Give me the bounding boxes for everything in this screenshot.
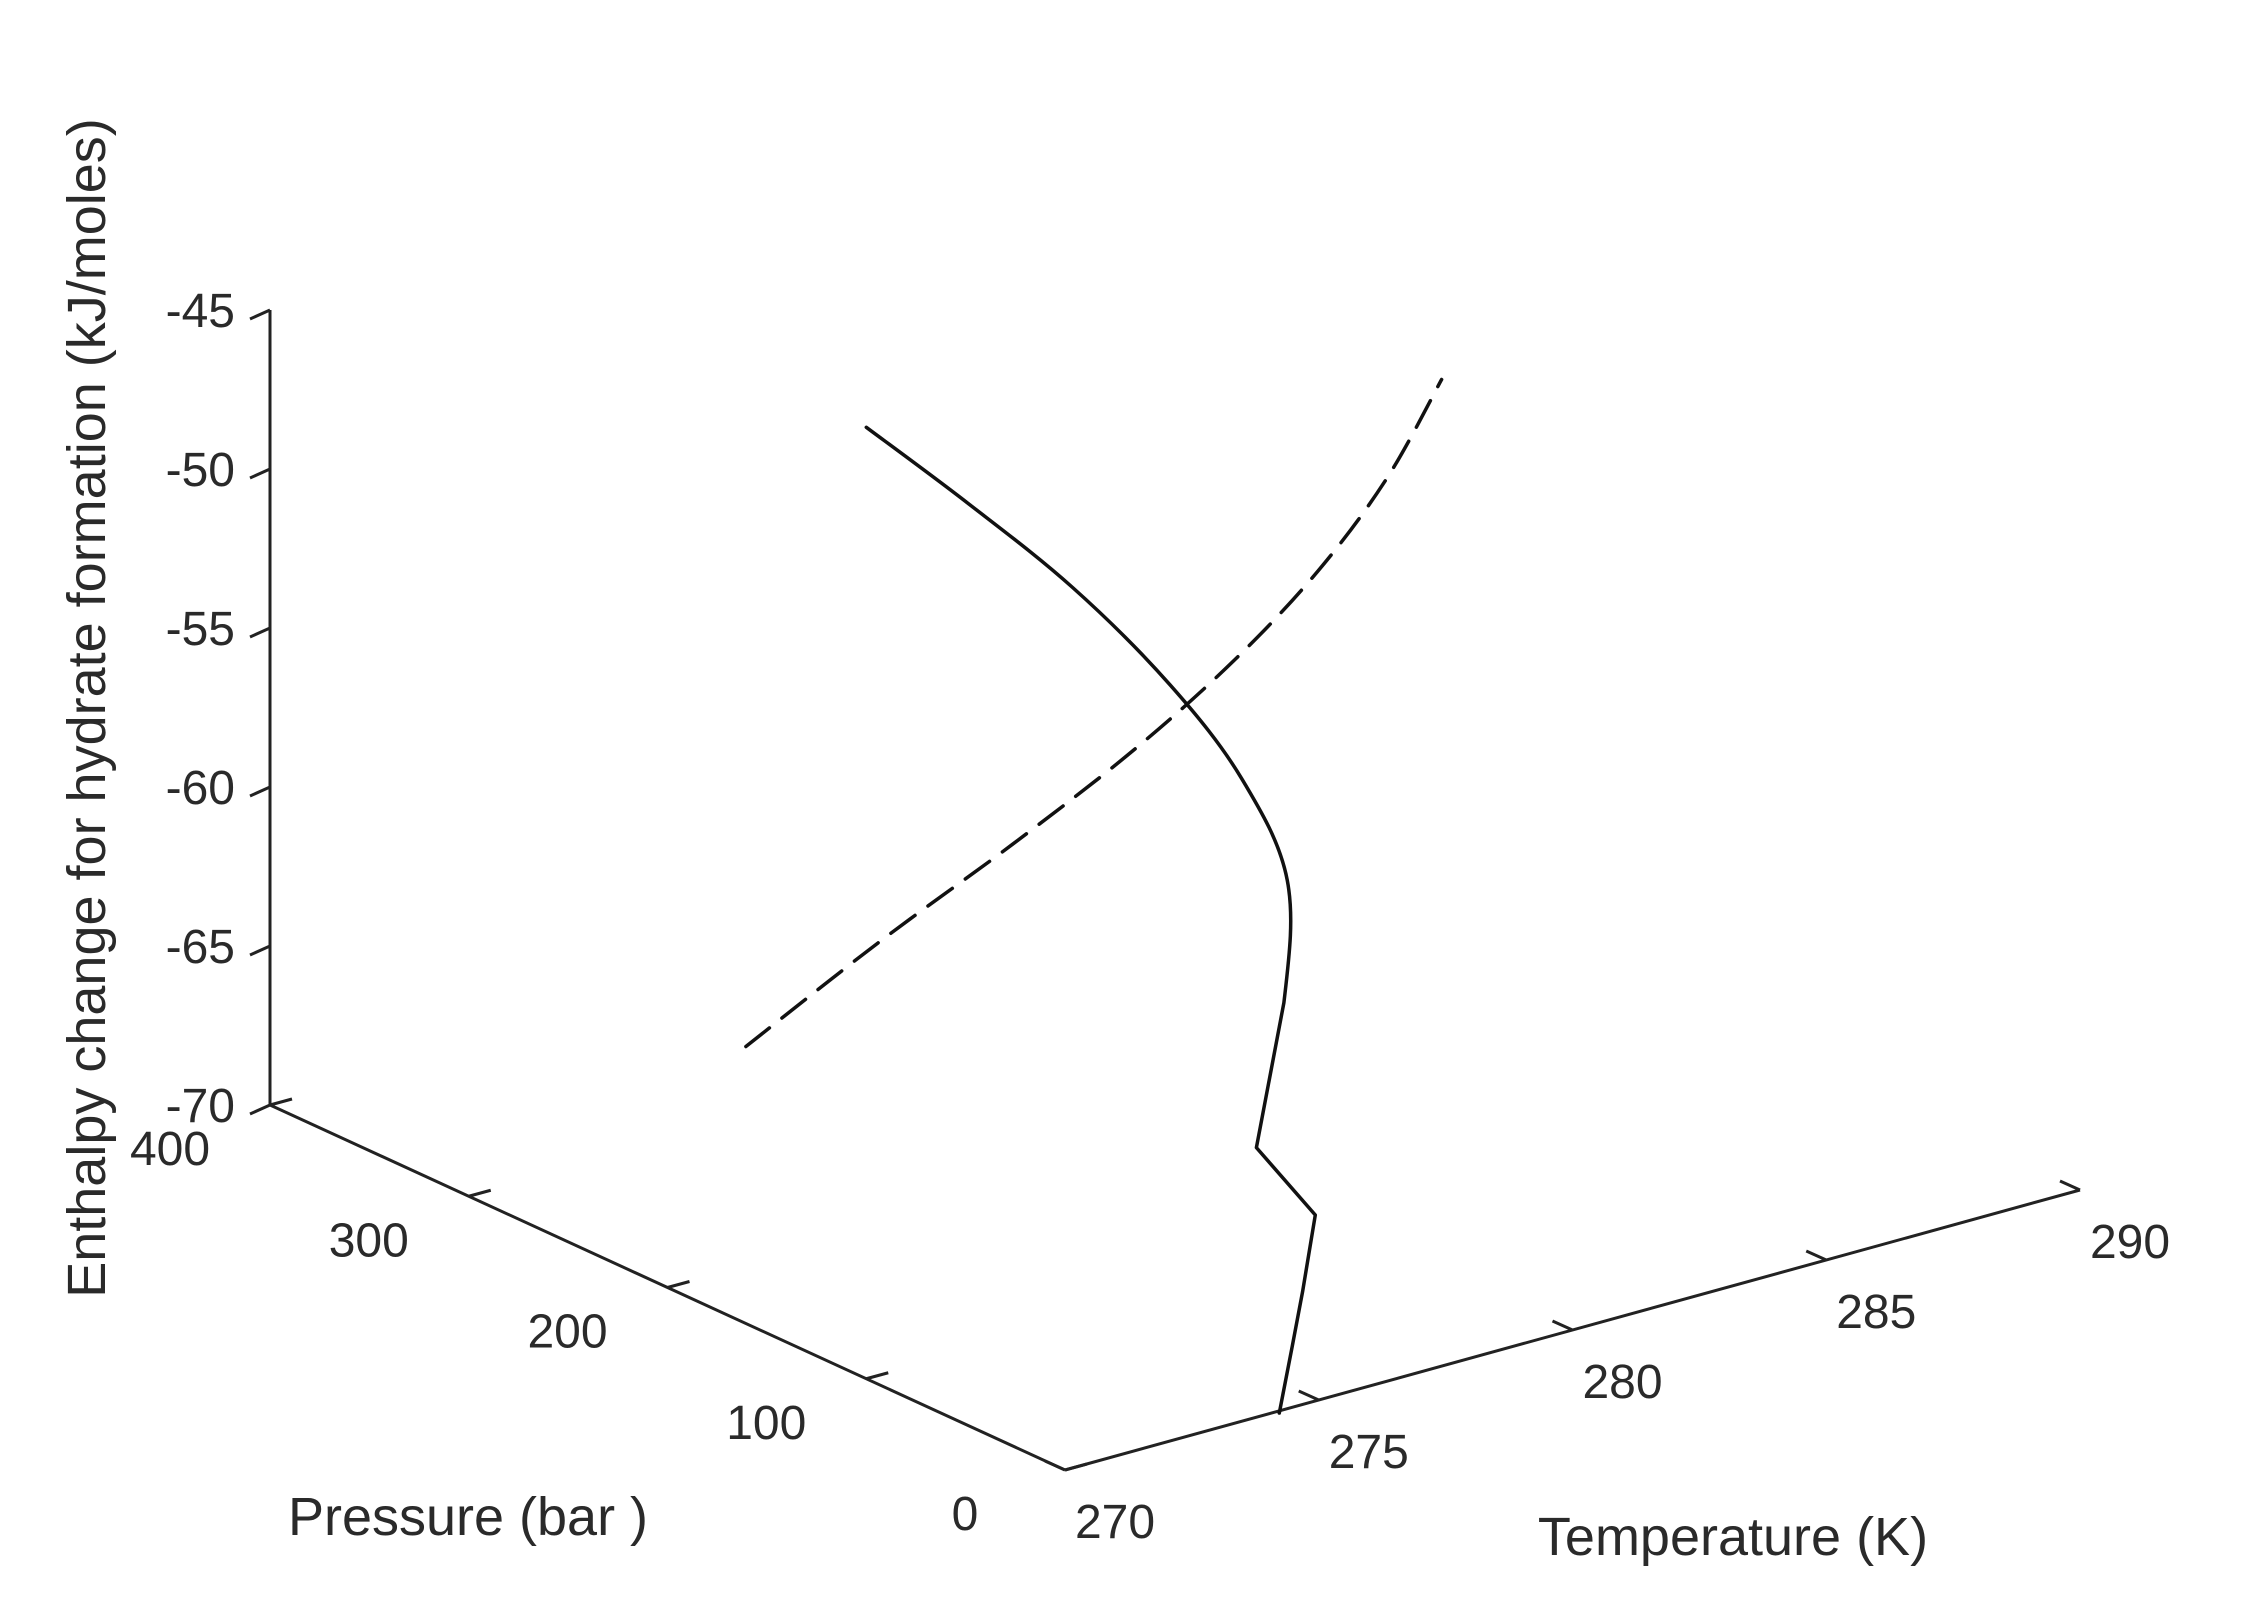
z-tick-mark [249,785,271,798]
x-tick-label: 270 [1075,1496,1155,1549]
ticks: 270 275 280 285 290 0 100 200 300 400-70 -65 -60 -55… [130,285,2170,1549]
y-tick-mark [865,1371,889,1381]
y-tick-label: 200 [527,1306,607,1359]
dashed-series-line [744,377,1444,1049]
z-tick-label: -65 [166,921,235,974]
y-tick-label: 100 [726,1397,806,1450]
x-tick-mark [1805,1249,1827,1262]
z-tick-mark [249,308,271,321]
z-tick-mark [249,944,271,957]
z-tick-label: -45 [166,285,235,338]
y-tick-mark [269,1097,293,1107]
z-tick-mark [249,626,271,639]
y-tick-label: 0 [952,1488,979,1541]
x-axis-title: Temperature (K) [1538,1507,1928,1567]
y-tick-label: 400 [130,1123,210,1176]
z-tick-mark [249,1103,271,1116]
z-tick-label: -70 [166,1080,235,1133]
x-tick-mark [1551,1319,1574,1332]
z-axis-title: Enthalpy change for hydrate formation (k… [57,118,117,1298]
z-tick-mark [249,467,271,480]
x-tick-mark [2059,1179,2081,1192]
x-tick-label: 275 [1329,1426,1409,1479]
y-tick-label: 300 [329,1214,409,1267]
x-tick-label: 285 [1836,1286,1916,1339]
x-tick-label: 290 [2090,1216,2170,1269]
x-tick-mark [1044,1459,1066,1472]
y-axis-title: Pressure (bar ) [288,1487,648,1547]
z-tick-label: -55 [166,603,235,656]
x-tick-label: 280 [1582,1356,1662,1409]
series [744,377,1444,1415]
y-tick-mark [1064,1462,1088,1472]
axes [268,310,2081,1472]
y-tick-mark [468,1188,492,1198]
x-tick-mark [1298,1389,1320,1402]
z-tick-label: -50 [166,444,235,497]
z-tick-label: -60 [166,762,235,815]
y-tick-mark [667,1280,690,1289]
solid-series-line [864,425,1318,1415]
